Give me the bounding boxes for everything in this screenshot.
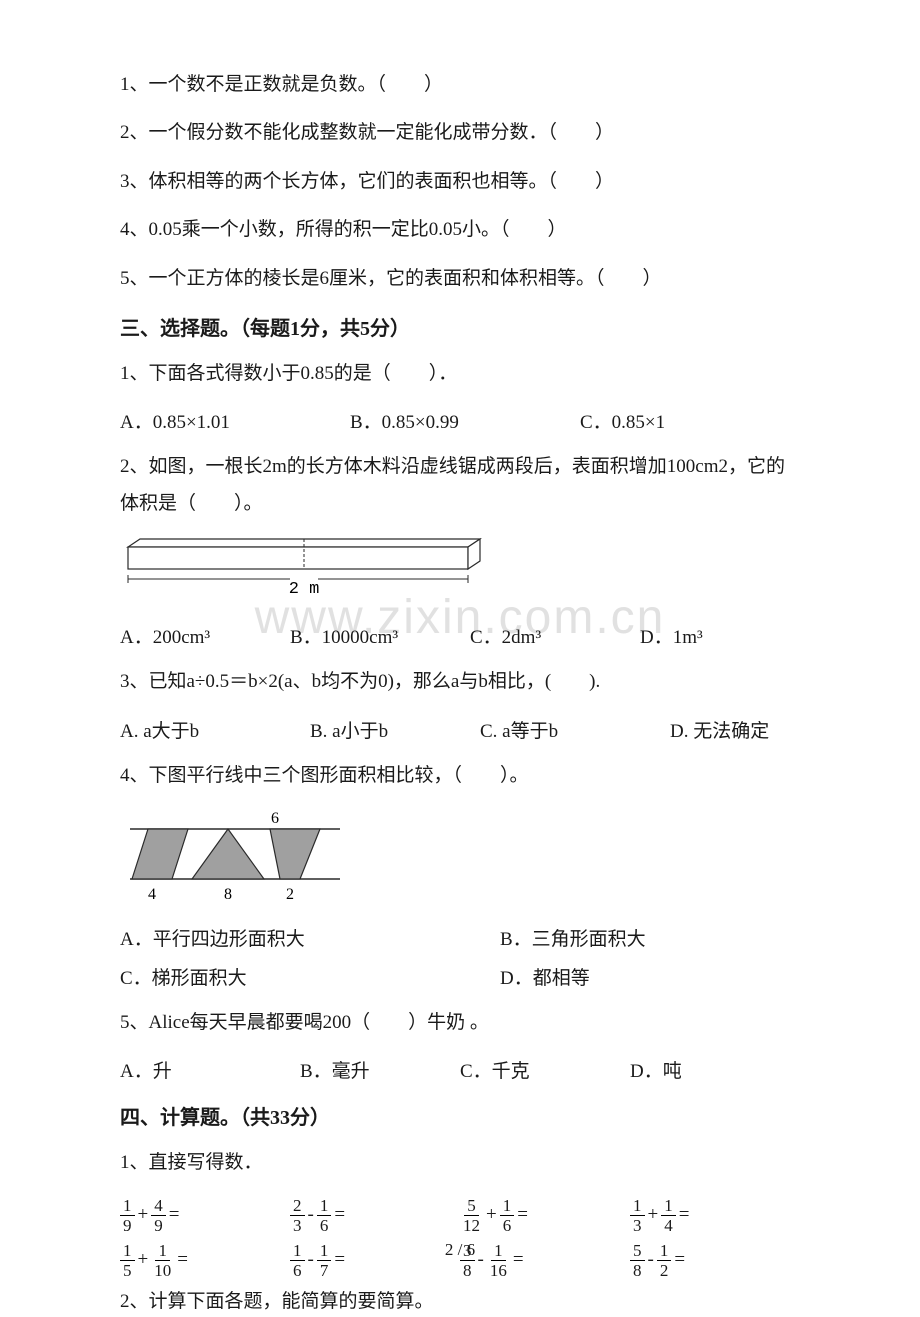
- page-content: 1、一个数不是正数就是负数。（ ） 2、一个假分数不能化成整数就一定能化成带分数…: [120, 70, 800, 1317]
- triangle-shape: [192, 829, 264, 879]
- base-label-3: 2: [286, 886, 294, 903]
- dim-label: 2 m: [289, 580, 320, 599]
- mc-q4-options-row2: C．梯形面积大 D．都相等: [120, 963, 800, 990]
- fraction-expression: 15+110=: [120, 1242, 290, 1279]
- mc-q2-c: C．2dm³: [470, 622, 640, 649]
- mc-q3-options: A. a大于b B. a小于b C. a等于b D. 无法确定: [120, 716, 800, 743]
- mc-q3-a: A. a大于b: [120, 716, 310, 743]
- mc-q1-c: C．0.85×1: [580, 407, 665, 434]
- calc-q1: 1、直接写得数．: [120, 1148, 800, 1178]
- tf-q5: 5、一个正方体的棱长是6厘米，它的表面积和体积相等。（ ）: [120, 264, 800, 294]
- mc-q4-b: B．三角形面积大: [500, 924, 646, 951]
- fraction-expression: 512+16=: [460, 1197, 630, 1234]
- mc-q1-options: A．0.85×1.01 B．0.85×0.99 C．0.85×1: [120, 407, 800, 434]
- mc-q2-line2: 体积是（ ）。: [120, 489, 800, 519]
- section3-header: 三、选择题。（每题1分，共5分）: [120, 312, 800, 341]
- tf-q4: 4、0.05乘一个小数，所得的积一定比0.05小。（ ）: [120, 215, 800, 245]
- mc-q1-b: B．0.85×0.99: [350, 407, 580, 434]
- fraction-expression: 23-16=: [290, 1197, 460, 1234]
- tf-q3: 3、体积相等的两个长方体，它们的表面积也相等。（ ）: [120, 167, 800, 197]
- mc-q1: 1、下面各式得数小于0.85的是（ ）．: [120, 359, 800, 389]
- mc-q2-a: A．200cm³: [120, 622, 290, 649]
- mc-q4: 4、下图平行线中三个图形面积相比较，（ ）。: [120, 761, 800, 791]
- mc-q4-c: C．梯形面积大: [120, 963, 500, 990]
- fraction-expression: 16-17=: [290, 1242, 460, 1279]
- tf-q1: 1、一个数不是正数就是负数。（ ）: [120, 70, 800, 100]
- fraction-expression: 19+49=: [120, 1197, 290, 1234]
- mc-q5-a: A．升: [120, 1056, 300, 1083]
- mc-q5-b: B．毫升: [300, 1056, 460, 1083]
- top-label: 6: [271, 810, 279, 827]
- mc-q5-d: D．吨: [630, 1056, 682, 1083]
- mc-q2-d: D．1m³: [640, 622, 703, 649]
- mc-q3-b: B. a小于b: [310, 716, 480, 743]
- base-label-1: 4: [148, 886, 156, 903]
- mc-q5: 5、Alice每天早晨都要喝200（ ）牛奶 。: [120, 1008, 800, 1038]
- mc-q3: 3、已知a÷0.5＝b×2(a、b均不为0)，那么a与b相比，( ).: [120, 667, 800, 697]
- mc-q4-d: D．都相等: [500, 963, 590, 990]
- mc-q3-d: D. 无法确定: [670, 716, 769, 743]
- mc-q2-line1: 2、如图，一根长2m的长方体木料沿虚线锯成两段后，表面积增加100cm2，它的: [120, 452, 800, 482]
- fraction-expression: 58-12=: [630, 1242, 800, 1279]
- section4-header: 四、计算题。（共33分）: [120, 1101, 800, 1130]
- mc-q5-options: A．升 B．毫升 C．千克 D．吨: [120, 1056, 800, 1083]
- fraction-expression: 38-116=: [460, 1242, 630, 1279]
- shapes-figure: 6 4 8 2: [120, 809, 800, 914]
- frac-row-2: 15+110=16-17=38-116=58-12=: [120, 1242, 800, 1279]
- mc-q2-b: B．10000cm³: [290, 622, 470, 649]
- frac-row-1: 19+49=23-16=512+16=13+14=: [120, 1197, 800, 1234]
- mc-q2-options: A．200cm³ B．10000cm³ C．2dm³ D．1m³: [120, 622, 800, 649]
- mc-q1-a: A．0.85×1.01: [120, 407, 350, 434]
- mc-q4-options-row1: A．平行四边形面积大 B．三角形面积大: [120, 924, 800, 951]
- trapezoid-shape: [270, 829, 320, 879]
- cuboid-front-face: [128, 547, 468, 569]
- mc-q4-a: A．平行四边形面积大: [120, 924, 500, 951]
- base-label-2: 8: [224, 886, 232, 903]
- cuboid-figure: 2 m: [120, 537, 800, 612]
- tf-q2: 2、一个假分数不能化成整数就一定能化成带分数．（ ）: [120, 118, 800, 148]
- parallelogram-shape: [132, 829, 188, 879]
- mc-q3-c: C. a等于b: [480, 716, 670, 743]
- mc-q5-c: C．千克: [460, 1056, 630, 1083]
- fraction-expression: 13+14=: [630, 1197, 800, 1234]
